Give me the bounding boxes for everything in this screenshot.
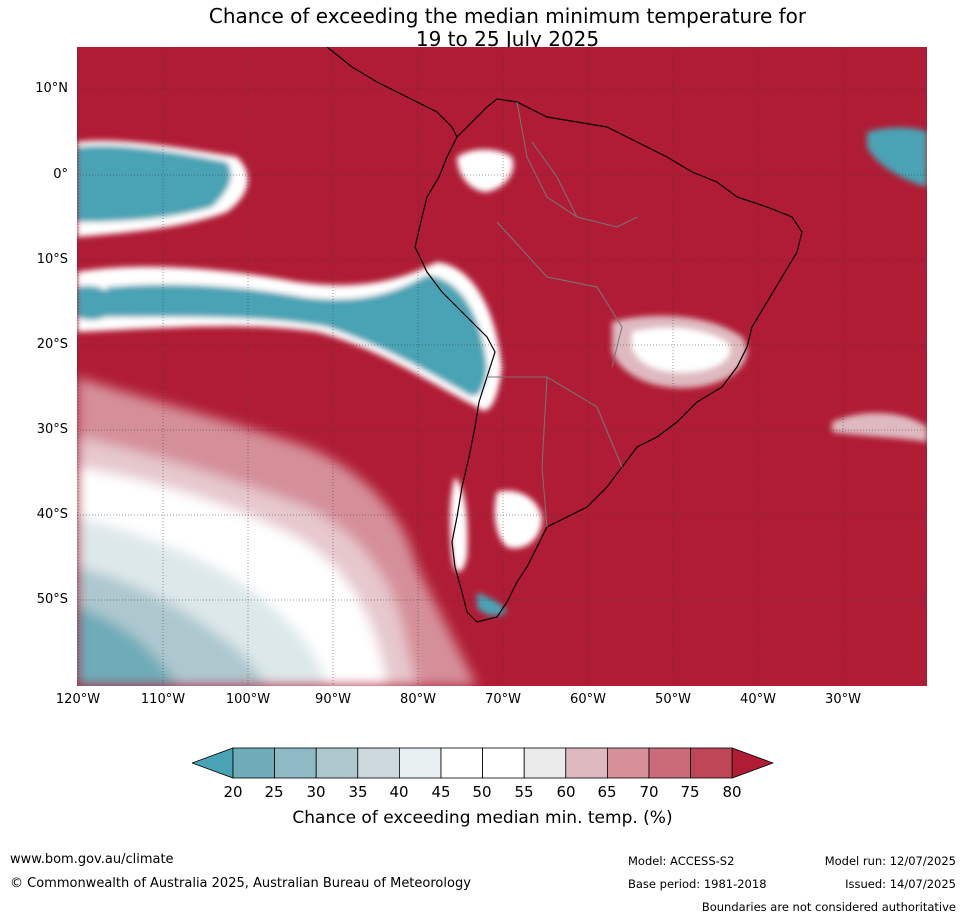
lon-label-90w: 90°W [315,692,351,707]
southern-ocean-neutral-region [77,377,477,686]
south-america-coastline [414,98,803,623]
lat-label-10n: 10°N [35,81,68,96]
probability-map [77,47,927,686]
colorbar [192,747,774,779]
footer-disclaimer: Boundaries are not considered authoritat… [701,900,956,914]
colorbar-segment [398,747,442,779]
colorbar-segment [648,747,691,779]
colorbar-tick-25: 25 [264,783,284,801]
colorbar-segment-below-20 [192,747,234,779]
colorbar-tick-75: 75 [680,783,700,801]
lat-label-10s: 10°S [36,252,68,267]
footer-website[interactable]: www.bom.gov.au/climate [10,852,174,867]
lon-label-50w: 50°W [655,692,691,707]
lon-label-30w: 30°W [825,692,861,707]
footer-model: Model: ACCESS-S2 [628,854,735,868]
colorbar-segment [690,747,733,779]
map-title-line1: Chance of exceeding the median minimum t… [208,4,807,28]
colorbar-label: Chance of exceeding median min. temp. (%… [292,808,673,828]
colorbar-tick-35: 35 [348,783,368,801]
footer-base-period: Base period: 1981-2018 [628,877,767,891]
lat-label-40s: 40°S [36,507,68,522]
colorbar-segment [274,747,317,779]
colorbar-segment [523,747,567,779]
map-title-line2: 19 to 25 July 2025 [415,27,600,51]
colorbar-tick-50: 50 [472,783,492,801]
lon-label-120w: 120°W [55,692,101,707]
lon-label-40w: 40°W [740,692,776,707]
lat-label-30s: 30°S [36,422,68,437]
lat-label-50s: 50°S [36,592,68,607]
south-america-neutral-areas [450,127,927,616]
colorbar-tick-65: 65 [597,783,617,801]
colorbar-tick-70: 70 [639,783,659,801]
footer-copyright: © Commonwealth of Australia 2025, Austra… [10,876,471,891]
lon-label-110w: 110°W [140,692,186,707]
footer-issued: Issued: 14/07/2025 [845,877,956,891]
footer-model-run: Model run: 12/07/2025 [824,854,956,868]
central-america-coastline [326,47,458,138]
colorbar-tick-20: 20 [223,783,243,801]
colorbar-segment [606,747,650,779]
colorbar-segment [440,747,483,779]
colorbar-segment [357,747,400,779]
country-borders [487,101,638,528]
colorbar-segment [565,747,608,779]
lat-label-20s: 20°S [36,337,68,352]
colorbar-tick-80: 80 [722,783,742,801]
lat-label-0: 0° [53,167,68,182]
lon-label-80w: 80°W [400,692,436,707]
colorbar-segment [315,747,359,779]
colorbar-tick-30: 30 [306,783,326,801]
colorbar-tick-60: 60 [556,783,576,801]
colorbar-segment [482,747,525,779]
colorbar-tick-40: 40 [389,783,409,801]
colorbar-tick-45: 45 [431,783,451,801]
lon-label-60w: 60°W [570,692,606,707]
pacific-cool-tongue [77,140,502,411]
graticule [77,47,927,686]
lon-label-100w: 100°W [225,692,271,707]
lon-label-70w: 70°W [485,692,521,707]
colorbar-segment [232,747,275,779]
colorbar-segment-above-80 [731,747,774,779]
colorbar-tick-55: 55 [514,783,534,801]
